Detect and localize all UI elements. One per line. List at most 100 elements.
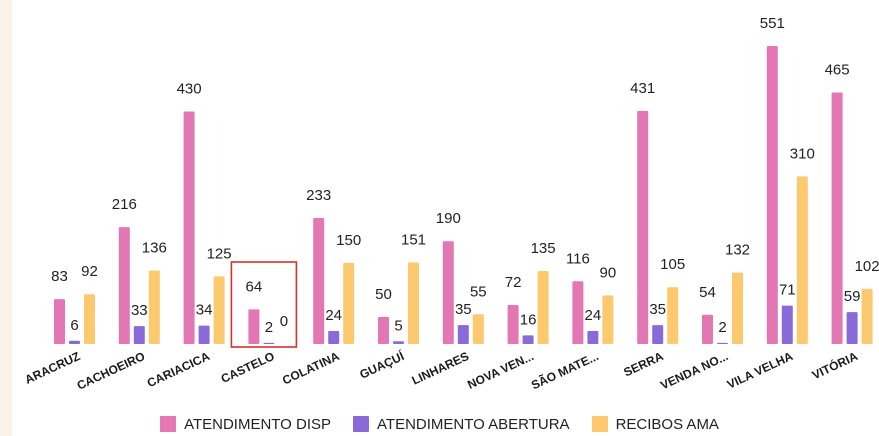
x-tick-label: LINHARES	[410, 349, 472, 388]
x-tick-label: VITÓRIA	[809, 348, 860, 382]
data-label: 105	[660, 256, 685, 273]
bar-vitoria-atendimento-disp[interactable]	[831, 92, 843, 344]
data-label: 24	[585, 307, 602, 324]
bar-cachoeiro-atendimento-disp[interactable]	[118, 227, 130, 344]
data-label: 50	[375, 286, 392, 303]
data-label: 431	[630, 80, 655, 97]
bar-serra-atendimento-disp[interactable]	[637, 110, 649, 345]
bar-nova-ven-atendimento-disp[interactable]	[507, 305, 519, 344]
bar-vitoria-recibos-ama[interactable]	[861, 288, 873, 344]
bar-vila-velha-recibos-ama[interactable]	[796, 176, 808, 344]
legend-swatch	[353, 416, 370, 432]
bar-linhares-recibos-ama[interactable]	[472, 314, 484, 344]
bar-cariacica-recibos-ama[interactable]	[213, 276, 225, 344]
data-label: 102	[855, 258, 879, 275]
bar-colatina-atendimento-abertura[interactable]	[328, 331, 340, 344]
bar-venda-no-atendimento-disp[interactable]	[702, 314, 713, 344]
data-label: 135	[531, 240, 556, 257]
bar-cariacica-atendimento-abertura[interactable]	[198, 325, 210, 344]
x-tick-label: CACHOEIRO	[75, 349, 147, 393]
bar-guacui-recibos-ama[interactable]	[408, 262, 419, 344]
data-label: 151	[401, 231, 426, 248]
data-label: 35	[649, 301, 666, 318]
data-label: 35	[455, 301, 472, 318]
bar-aracruz-recibos-ama[interactable]	[84, 294, 95, 344]
data-label: 5	[394, 317, 402, 334]
data-label: 125	[207, 245, 232, 262]
bar-serra-atendimento-abertura[interactable]	[652, 325, 664, 344]
data-label: 72	[505, 274, 522, 291]
x-tick-label: CASTELO	[219, 349, 277, 386]
left-edge-strip	[0, 0, 12, 436]
x-tick-label: CARIACICA	[145, 349, 212, 390]
data-label: 90	[600, 264, 617, 281]
bar-sao-mate-atendimento-abertura[interactable]	[587, 331, 599, 344]
bar-serra-recibos-ama[interactable]	[667, 287, 679, 344]
legend-item-atendimento-abertura[interactable]: ATENDIMENTO ABERTURA	[353, 416, 570, 433]
highlight-box	[230, 261, 298, 348]
legend-item-atendimento-disp[interactable]: ATENDIMENTO DISP	[160, 416, 331, 433]
data-label: 116	[566, 250, 590, 267]
bar-venda-no-atendimento-abertura[interactable]	[717, 342, 728, 344]
bar-nova-ven-recibos-ama[interactable]	[537, 270, 549, 344]
highlight-layer	[230, 261, 298, 348]
x-tick-label: COLATINA	[280, 349, 342, 388]
legend-label: ATENDIMENTO ABERTURA	[377, 415, 570, 433]
data-label: 71	[779, 282, 796, 299]
bars-layer	[54, 46, 873, 345]
data-label: 551	[760, 15, 785, 32]
x-tick-label: SÃO MATE...	[529, 348, 601, 392]
legend-label: RECIBOS AMA	[615, 415, 719, 433]
data-label: 190	[436, 210, 461, 227]
data-label: 24	[325, 307, 342, 324]
data-label: 2	[718, 319, 726, 336]
bar-guacui-atendimento-abertura[interactable]	[393, 341, 404, 344]
x-tick-label: ARACRUZ	[23, 349, 83, 387]
bar-vila-velha-atendimento-disp[interactable]	[766, 46, 778, 344]
bar-colatina-atendimento-disp[interactable]	[313, 217, 325, 344]
bar-cachoeiro-atendimento-abertura[interactable]	[133, 326, 145, 344]
legend-item-recibos-ama[interactable]: RECIBOS AMA	[591, 415, 719, 433]
bar-linhares-atendimento-abertura[interactable]	[457, 325, 469, 344]
bar-castelo-atendimento-abertura[interactable]	[263, 342, 275, 344]
data-label: 465	[825, 62, 850, 79]
bar-sao-mate-atendimento-disp[interactable]	[572, 281, 584, 344]
data-label: 430	[177, 80, 202, 97]
data-label: 6	[70, 317, 78, 334]
bar-venda-no-recibos-ama[interactable]	[732, 272, 743, 344]
data-label: 216	[112, 196, 137, 213]
data-label: 33	[131, 302, 148, 319]
legend-swatch	[160, 416, 177, 432]
data-label: 83	[51, 268, 68, 285]
bar-sao-mate-recibos-ama[interactable]	[602, 295, 614, 344]
bar-vila-velha-atendimento-abertura[interactable]	[781, 305, 793, 344]
data-label: 59	[844, 288, 861, 305]
data-label: 54	[699, 284, 716, 301]
data-label: 136	[142, 239, 167, 256]
data-label: 55	[470, 283, 487, 300]
data-label: 150	[336, 232, 361, 249]
data-label: 2	[265, 319, 273, 336]
data-label: 233	[306, 187, 331, 204]
bar-vitoria-atendimento-abertura[interactable]	[846, 312, 858, 344]
bar-nova-ven-atendimento-abertura[interactable]	[522, 335, 534, 344]
data-label: 34	[196, 302, 213, 319]
legend-swatch	[591, 416, 608, 432]
x-tick-label: NOVA VEN...	[465, 349, 536, 392]
legend: ATENDIMENTO DISP ATENDIMENTO ABERTURA RE…	[0, 412, 879, 436]
bar-castelo-atendimento-disp[interactable]	[248, 309, 260, 344]
bar-colatina-recibos-ama[interactable]	[343, 262, 355, 344]
bar-aracruz-atendimento-disp[interactable]	[54, 299, 65, 344]
bar-guacui-atendimento-disp[interactable]	[378, 316, 389, 344]
data-label: 92	[81, 263, 98, 280]
bar-cachoeiro-recibos-ama[interactable]	[148, 270, 160, 344]
data-label: 132	[725, 242, 750, 259]
bar-aracruz-atendimento-abertura[interactable]	[69, 340, 80, 344]
bar-linhares-atendimento-disp[interactable]	[442, 241, 454, 344]
x-tick-label: SERRA	[621, 349, 665, 380]
bar-cariacica-atendimento-disp[interactable]	[183, 111, 195, 345]
data-label: 64	[246, 278, 263, 295]
